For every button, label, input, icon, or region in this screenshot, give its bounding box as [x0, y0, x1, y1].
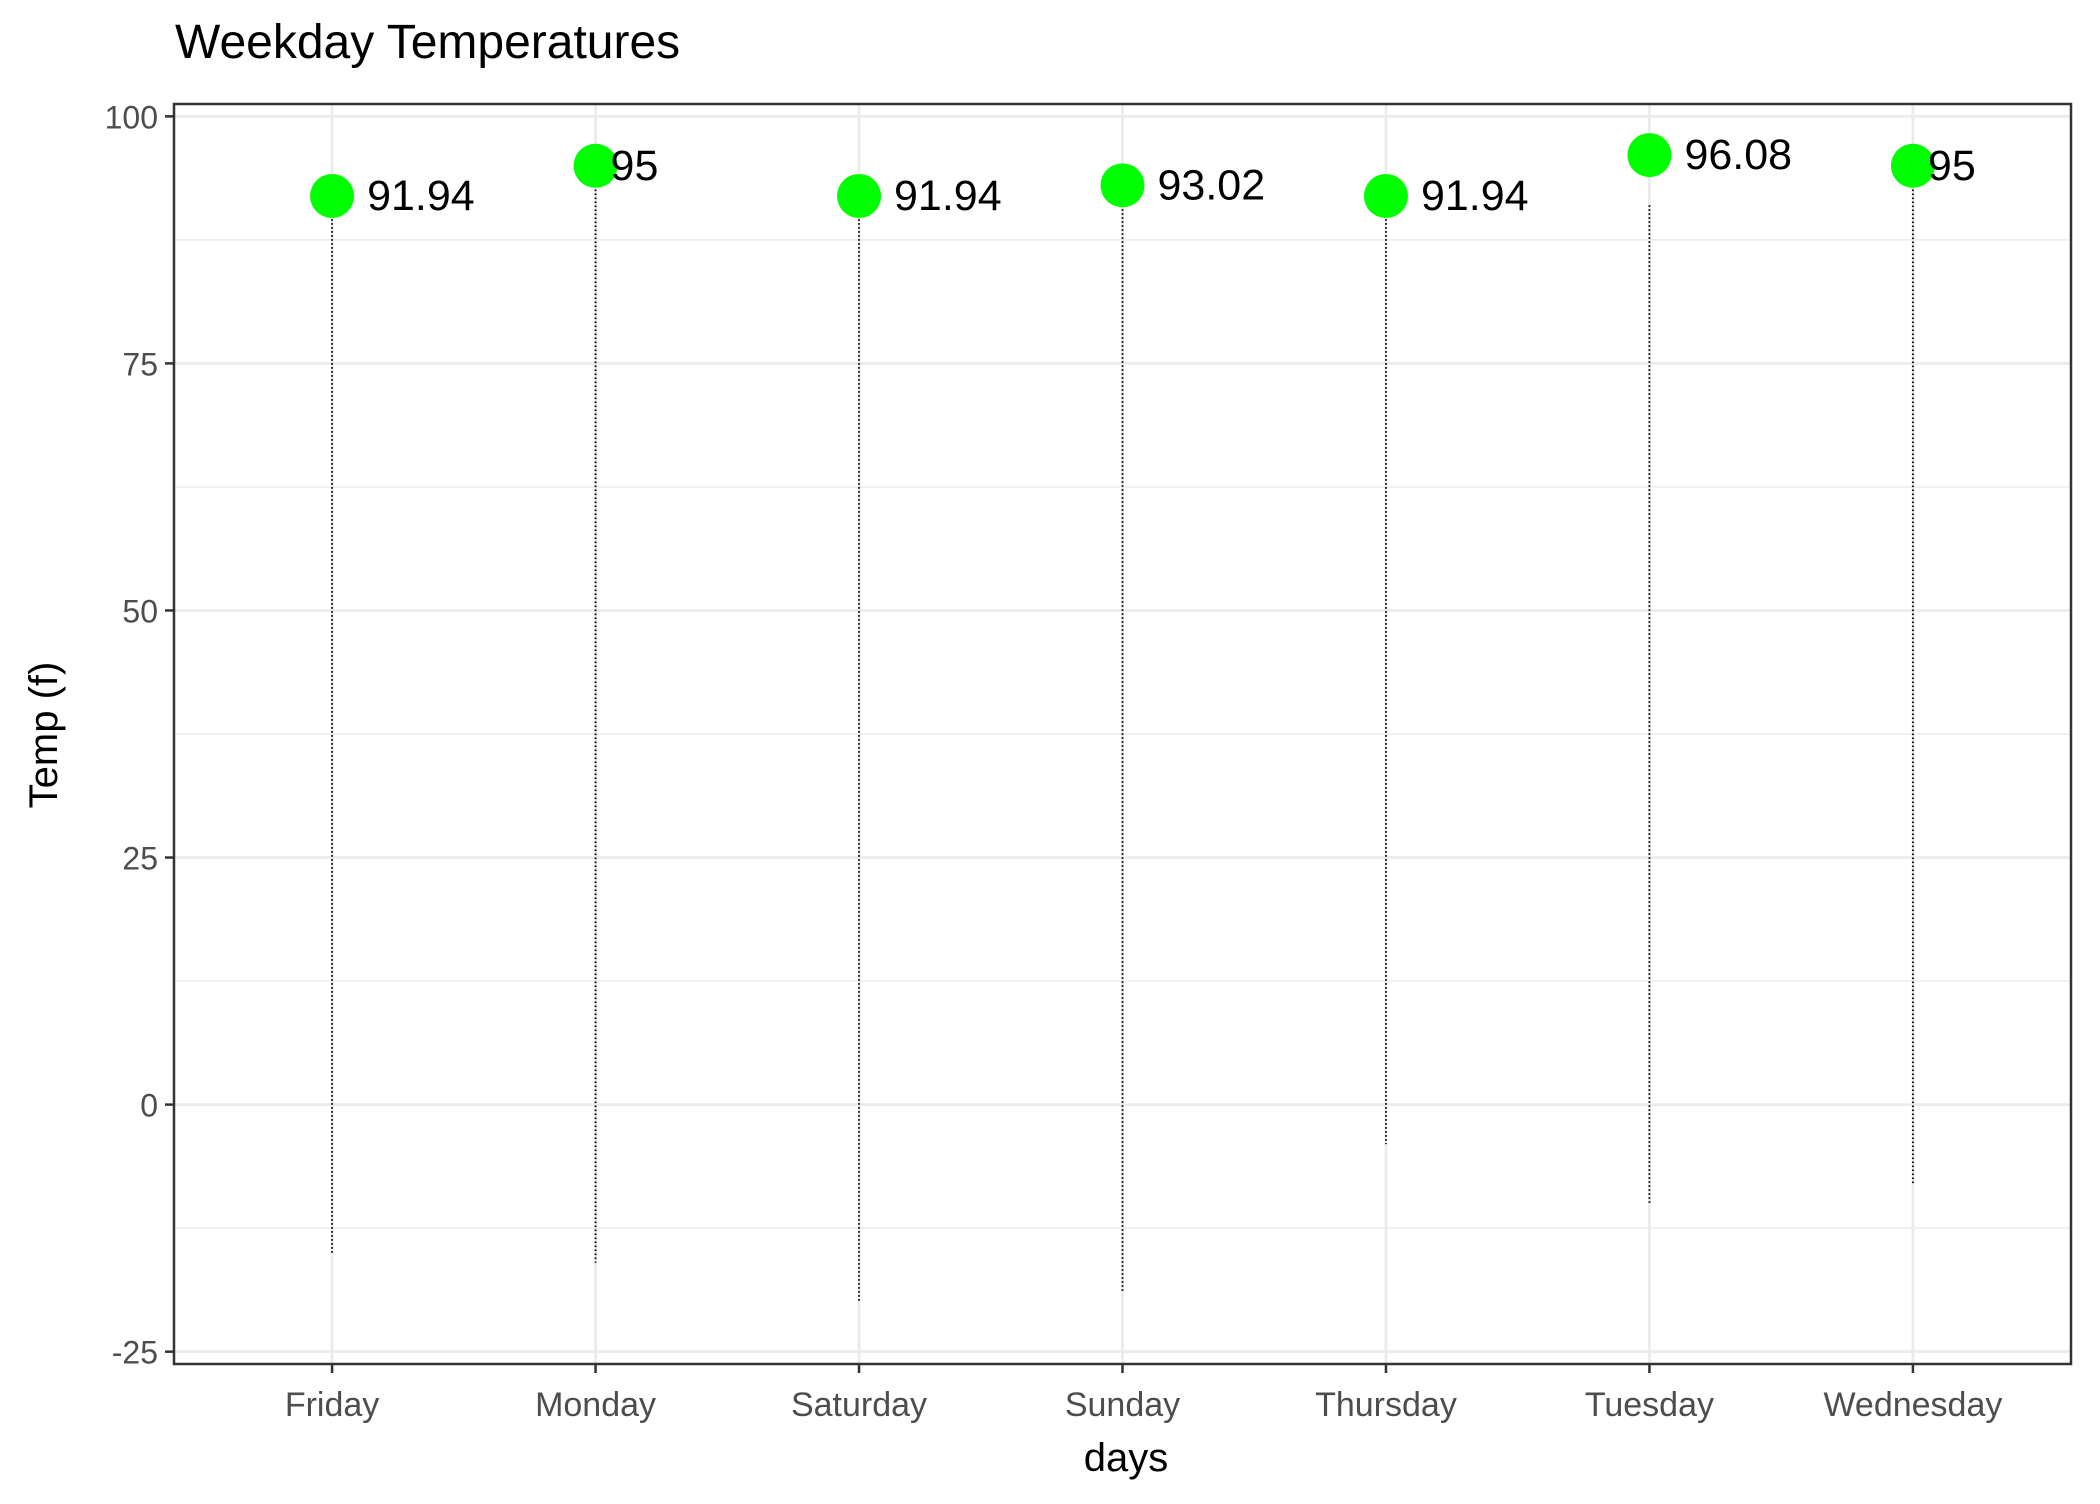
y-axis-title: Temp (f): [22, 662, 66, 809]
max-temperature-points: [310, 133, 1935, 219]
x-tick-label: Tuesday: [1585, 1386, 1714, 1424]
max-point: [1100, 163, 1145, 208]
y-tick-label: 100: [105, 99, 158, 135]
x-tick-label: Sunday: [1065, 1386, 1180, 1424]
value-label: 91.94: [894, 172, 1002, 220]
value-label: 96.08: [1684, 131, 1792, 179]
observation-columns: [331, 185, 1914, 1303]
x-tick-label: Monday: [535, 1386, 656, 1424]
value-label: 91.94: [1421, 172, 1529, 220]
x-axis-title: days: [1084, 1436, 1169, 1480]
value-label: 95: [611, 142, 659, 190]
x-tick-label: Thursday: [1315, 1386, 1457, 1424]
max-point: [573, 143, 618, 188]
y-tick-label: 25: [122, 841, 158, 877]
chart-title: Weekday Temperatures: [175, 16, 680, 69]
y-tick-label: -25: [112, 1335, 158, 1371]
value-label: 95: [1928, 142, 1976, 190]
max-point: [1363, 174, 1408, 219]
value-labels: 91.94 95 91.94 93.02 91.94 96.08 95: [367, 131, 1976, 220]
x-tick-label: Wednesday: [1823, 1386, 2002, 1424]
max-point: [1627, 133, 1672, 178]
y-tick-label: 50: [122, 593, 158, 629]
value-label: 91.94: [367, 172, 475, 220]
axes: -25 0 25 50 75 100 Friday Monday Saturday Sunday T…: [105, 99, 2003, 1424]
max-point: [837, 174, 882, 219]
x-tick-label: Friday: [285, 1386, 379, 1424]
y-tick-label: 75: [122, 346, 158, 382]
value-label: 93.02: [1158, 161, 1266, 209]
max-point: [1890, 143, 1935, 188]
x-tick-label: Saturday: [791, 1386, 927, 1424]
y-tick-label: 0: [140, 1088, 158, 1124]
max-point: [310, 174, 355, 219]
